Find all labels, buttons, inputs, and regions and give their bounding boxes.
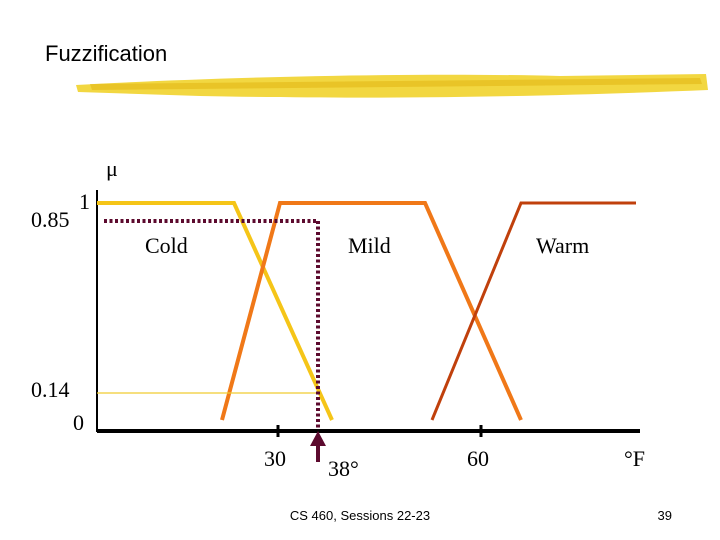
warm-label: Warm: [536, 233, 590, 258]
title-underline-brush: [76, 74, 708, 98]
warm-membership-curve: [430, 201, 636, 421]
x-tick-label-60: 60: [467, 446, 489, 471]
y-tick-0: 0: [73, 410, 84, 435]
membership-0.14-label: 0.14: [31, 377, 70, 402]
cold-membership-curve: [97, 201, 334, 421]
slide-title: Fuzzification: [45, 41, 168, 66]
y-tick-1: 1: [79, 189, 90, 214]
x-axis-unit-label: °F: [624, 446, 646, 471]
cold-label: Cold: [145, 233, 188, 258]
mu-symbol: μ: [106, 156, 118, 181]
mild-membership-curve: [220, 201, 523, 421]
input-temperature-label: 38°: [328, 456, 359, 481]
page-number: 39: [657, 508, 672, 523]
input-arrow-head: [310, 431, 326, 446]
x-tick-label-30: 30: [264, 446, 286, 471]
mild-label: Mild: [348, 233, 391, 258]
membership-0.85-label: 0.85: [31, 207, 70, 232]
footer-text: CS 460, Sessions 22-23: [289, 508, 431, 523]
